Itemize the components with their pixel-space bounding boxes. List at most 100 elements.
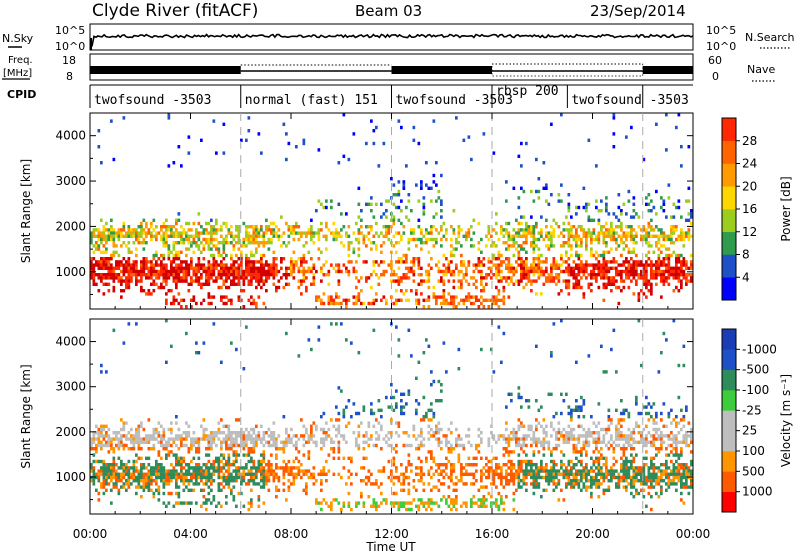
heatmap-cell <box>545 466 548 470</box>
heatmap-cell <box>255 234 258 238</box>
heatmap-cell <box>535 263 538 267</box>
heatmap-cell <box>275 263 278 267</box>
heatmap-cell <box>112 482 116 486</box>
heatmap-cell <box>560 463 563 467</box>
heatmap-cell <box>565 228 568 232</box>
heatmap-cell <box>360 209 363 213</box>
heatmap-cell <box>162 447 166 451</box>
heatmap-cell <box>115 234 118 238</box>
heatmap-cell <box>612 228 616 232</box>
heatmap-cell <box>105 266 108 270</box>
heatmap-cell <box>625 212 628 216</box>
heatmap-cell <box>220 234 223 238</box>
heatmap-cell <box>425 228 428 232</box>
heatmap-cell <box>115 276 118 280</box>
heatmap-cell <box>175 482 178 486</box>
heatmap-cell <box>420 472 423 476</box>
heatmap-cell <box>350 260 353 264</box>
heatmap-cell <box>632 266 636 270</box>
heatmap-cell <box>150 437 153 441</box>
heatmap-cell <box>125 479 128 483</box>
heatmap-cell <box>525 453 528 457</box>
heatmap-cell <box>537 276 541 280</box>
heatmap-cell <box>397 434 401 438</box>
heatmap-cell <box>400 298 403 302</box>
heatmap-cell <box>195 341 198 345</box>
heatmap-cell <box>200 273 203 277</box>
heatmap-cell <box>607 282 611 286</box>
heatmap-cell <box>90 231 93 235</box>
heatmap-cell <box>102 292 106 296</box>
heatmap-cell <box>645 234 648 238</box>
heatmap-cell <box>102 459 106 464</box>
heatmap-cell <box>187 434 191 438</box>
heatmap-cell <box>240 250 243 254</box>
heatmap-cell <box>260 472 263 476</box>
heatmap-cell <box>435 485 438 489</box>
heatmap-cell <box>192 269 196 274</box>
heatmap-cell <box>140 231 143 235</box>
heatmap-cell <box>152 282 156 286</box>
heatmap-cell <box>625 260 628 264</box>
heatmap-cell <box>135 434 138 438</box>
heatmap-cell <box>407 199 411 203</box>
heatmap-cell <box>210 488 213 492</box>
heatmap-cell <box>615 273 618 277</box>
heatmap-cell <box>375 431 378 435</box>
heatmap-cell <box>255 250 258 254</box>
heatmap-cell <box>665 215 668 219</box>
heatmap-cell <box>517 228 521 232</box>
heatmap-cell <box>352 266 356 270</box>
heatmap-cell <box>525 257 528 261</box>
heatmap-cell <box>582 231 586 235</box>
heatmap-cell <box>235 431 238 435</box>
heatmap-cell <box>245 434 248 438</box>
heatmap-cell <box>560 472 563 476</box>
heatmap-cell <box>297 466 301 470</box>
heatmap-cell <box>550 231 553 235</box>
heatmap-cell <box>217 247 221 251</box>
heatmap-cell <box>565 482 568 486</box>
heatmap-cell <box>480 437 483 441</box>
heatmap-cell <box>167 501 171 505</box>
heatmap-cell <box>547 472 551 476</box>
heatmap-cell <box>630 231 633 235</box>
heatmap-cell <box>447 447 451 451</box>
heatmap-cell <box>445 466 448 470</box>
heatmap-cell <box>567 231 571 235</box>
heatmap-cell <box>542 161 546 165</box>
heatmap-cell <box>567 475 571 480</box>
heatmap-cell <box>227 459 231 464</box>
heatmap-cell <box>242 504 246 508</box>
heatmap-cell <box>590 263 593 267</box>
heatmap-cell <box>667 253 671 258</box>
heatmap-cell <box>437 260 441 264</box>
heatmap-cell <box>667 247 671 251</box>
heatmap-cell <box>102 479 106 483</box>
heatmap-cell <box>542 475 546 480</box>
heatmap-cell <box>347 253 351 258</box>
heatmap-cell <box>575 250 578 254</box>
heatmap-cell <box>552 479 556 483</box>
heatmap-cell <box>110 276 113 280</box>
heatmap-cell <box>667 276 671 280</box>
heatmap-cell <box>347 501 351 505</box>
heatmap-cell <box>190 276 193 280</box>
heatmap-cell <box>140 440 143 444</box>
heatmap-cell <box>492 253 496 258</box>
heatmap-cell <box>552 475 556 480</box>
heatmap-cell <box>222 273 226 277</box>
heatmap-cell <box>427 431 431 435</box>
heatmap-cell <box>127 231 131 235</box>
heatmap-cell <box>505 228 508 232</box>
heatmap-cell <box>262 472 266 476</box>
heatmap-cell <box>367 469 371 473</box>
heatmap-cell <box>562 399 566 403</box>
heatmap-cell <box>342 456 346 460</box>
heatmap-cell <box>512 491 516 496</box>
heatmap-cell <box>672 202 676 206</box>
heatmap-cell <box>110 475 113 480</box>
heatmap-cell <box>597 263 601 267</box>
heatmap-cell <box>145 292 148 296</box>
heatmap-cell <box>277 285 281 290</box>
